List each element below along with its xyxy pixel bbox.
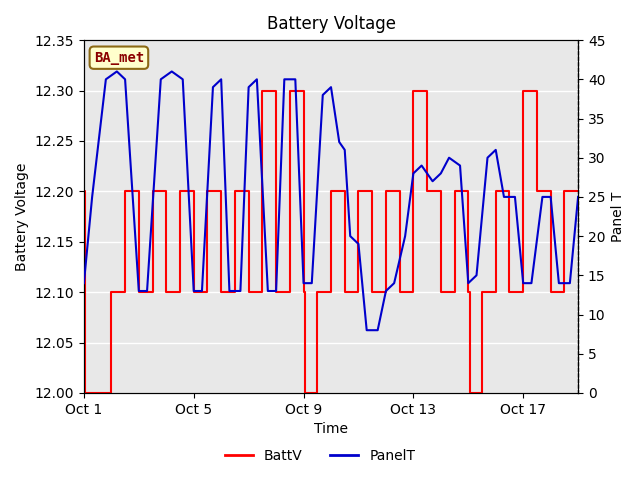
Y-axis label: Panel T: Panel T: [611, 192, 625, 242]
Y-axis label: Battery Voltage: Battery Voltage: [15, 162, 29, 271]
Title: Battery Voltage: Battery Voltage: [266, 15, 396, 33]
Text: BA_met: BA_met: [94, 51, 144, 65]
Legend: BattV, PanelT: BattV, PanelT: [220, 443, 420, 468]
X-axis label: Time: Time: [314, 422, 348, 436]
